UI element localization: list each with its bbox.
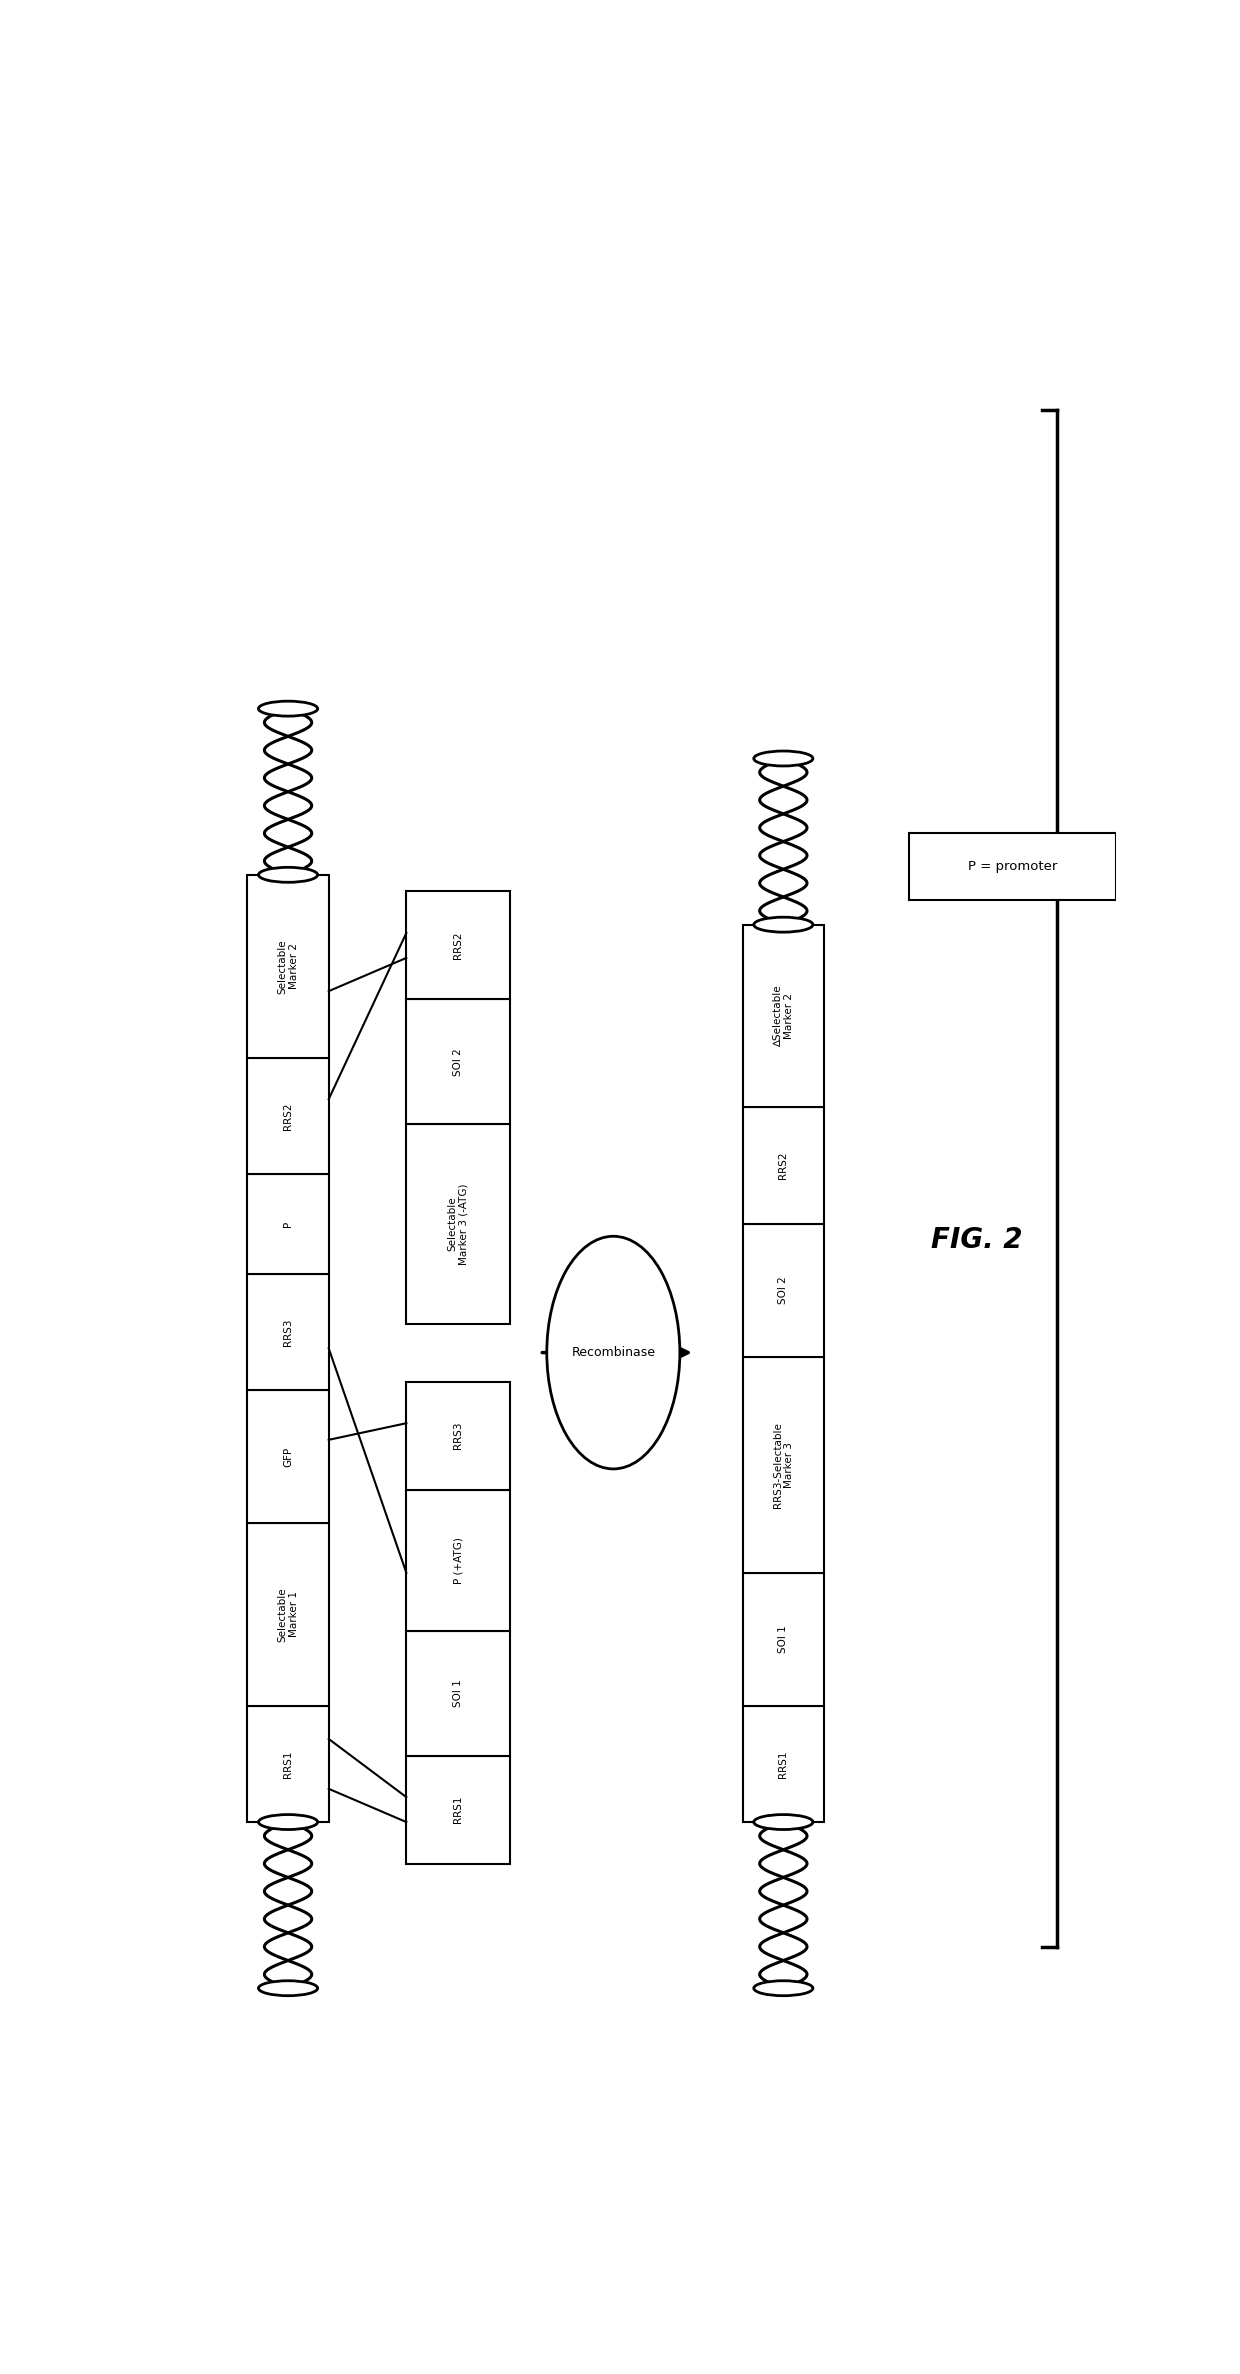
Ellipse shape [258, 867, 317, 883]
Bar [743, 1358, 825, 1574]
Text: GFP: GFP [283, 1446, 293, 1467]
Text: P = promoter: P = promoter [968, 859, 1058, 874]
Bar [248, 874, 329, 1056]
Ellipse shape [754, 1980, 813, 1997]
Bar [407, 999, 510, 1125]
Bar [248, 1389, 329, 1524]
Bar [909, 833, 1116, 900]
Text: Selectable
Marker 2: Selectable Marker 2 [278, 938, 299, 995]
Bar [743, 1225, 825, 1358]
Ellipse shape [754, 750, 813, 767]
Text: SOI 2: SOI 2 [779, 1277, 789, 1303]
Text: RRS3: RRS3 [453, 1422, 463, 1451]
Bar [743, 1705, 825, 1823]
Bar [407, 1757, 510, 1864]
Bar [407, 1382, 510, 1491]
Text: RRS3: RRS3 [283, 1318, 293, 1346]
Text: RRS2: RRS2 [453, 931, 463, 959]
Text: SOI 2: SOI 2 [453, 1047, 463, 1075]
Text: RRS1: RRS1 [453, 1795, 463, 1823]
Text: SOI 1: SOI 1 [779, 1626, 789, 1652]
Bar [248, 1272, 329, 1389]
Bar [407, 1125, 510, 1325]
Bar [407, 1491, 510, 1631]
Ellipse shape [258, 700, 317, 717]
Text: RRS1: RRS1 [779, 1750, 789, 1778]
Text: P (+ATG): P (+ATG) [453, 1536, 463, 1583]
Text: RRS2: RRS2 [283, 1102, 293, 1130]
Bar [743, 1574, 825, 1705]
Bar [407, 1631, 510, 1757]
Ellipse shape [258, 1814, 317, 1830]
Text: Recombinase: Recombinase [572, 1346, 655, 1358]
Text: P: P [283, 1220, 293, 1227]
Ellipse shape [258, 1980, 317, 1997]
Bar [248, 1705, 329, 1823]
Ellipse shape [754, 916, 813, 933]
Ellipse shape [754, 1814, 813, 1830]
Bar [248, 1175, 329, 1272]
Bar [743, 1106, 825, 1225]
Text: RRS3-Selectable
Marker 3: RRS3-Selectable Marker 3 [773, 1422, 794, 1507]
Text: ∆Selectable
Marker 2: ∆Selectable Marker 2 [773, 985, 794, 1047]
Text: RRS1: RRS1 [283, 1750, 293, 1778]
Text: SOI 1: SOI 1 [453, 1678, 463, 1707]
Text: FIG. 2: FIG. 2 [931, 1227, 1023, 1253]
Text: RRS2: RRS2 [779, 1151, 789, 1180]
Ellipse shape [547, 1237, 680, 1470]
Bar [248, 1056, 329, 1173]
Bar [248, 1524, 329, 1705]
Bar [743, 926, 825, 1106]
Text: Selectable
Marker 1: Selectable Marker 1 [278, 1586, 299, 1643]
Text: Selectable
Marker 3 (-ATG): Selectable Marker 3 (-ATG) [448, 1182, 469, 1265]
Bar [407, 890, 510, 999]
